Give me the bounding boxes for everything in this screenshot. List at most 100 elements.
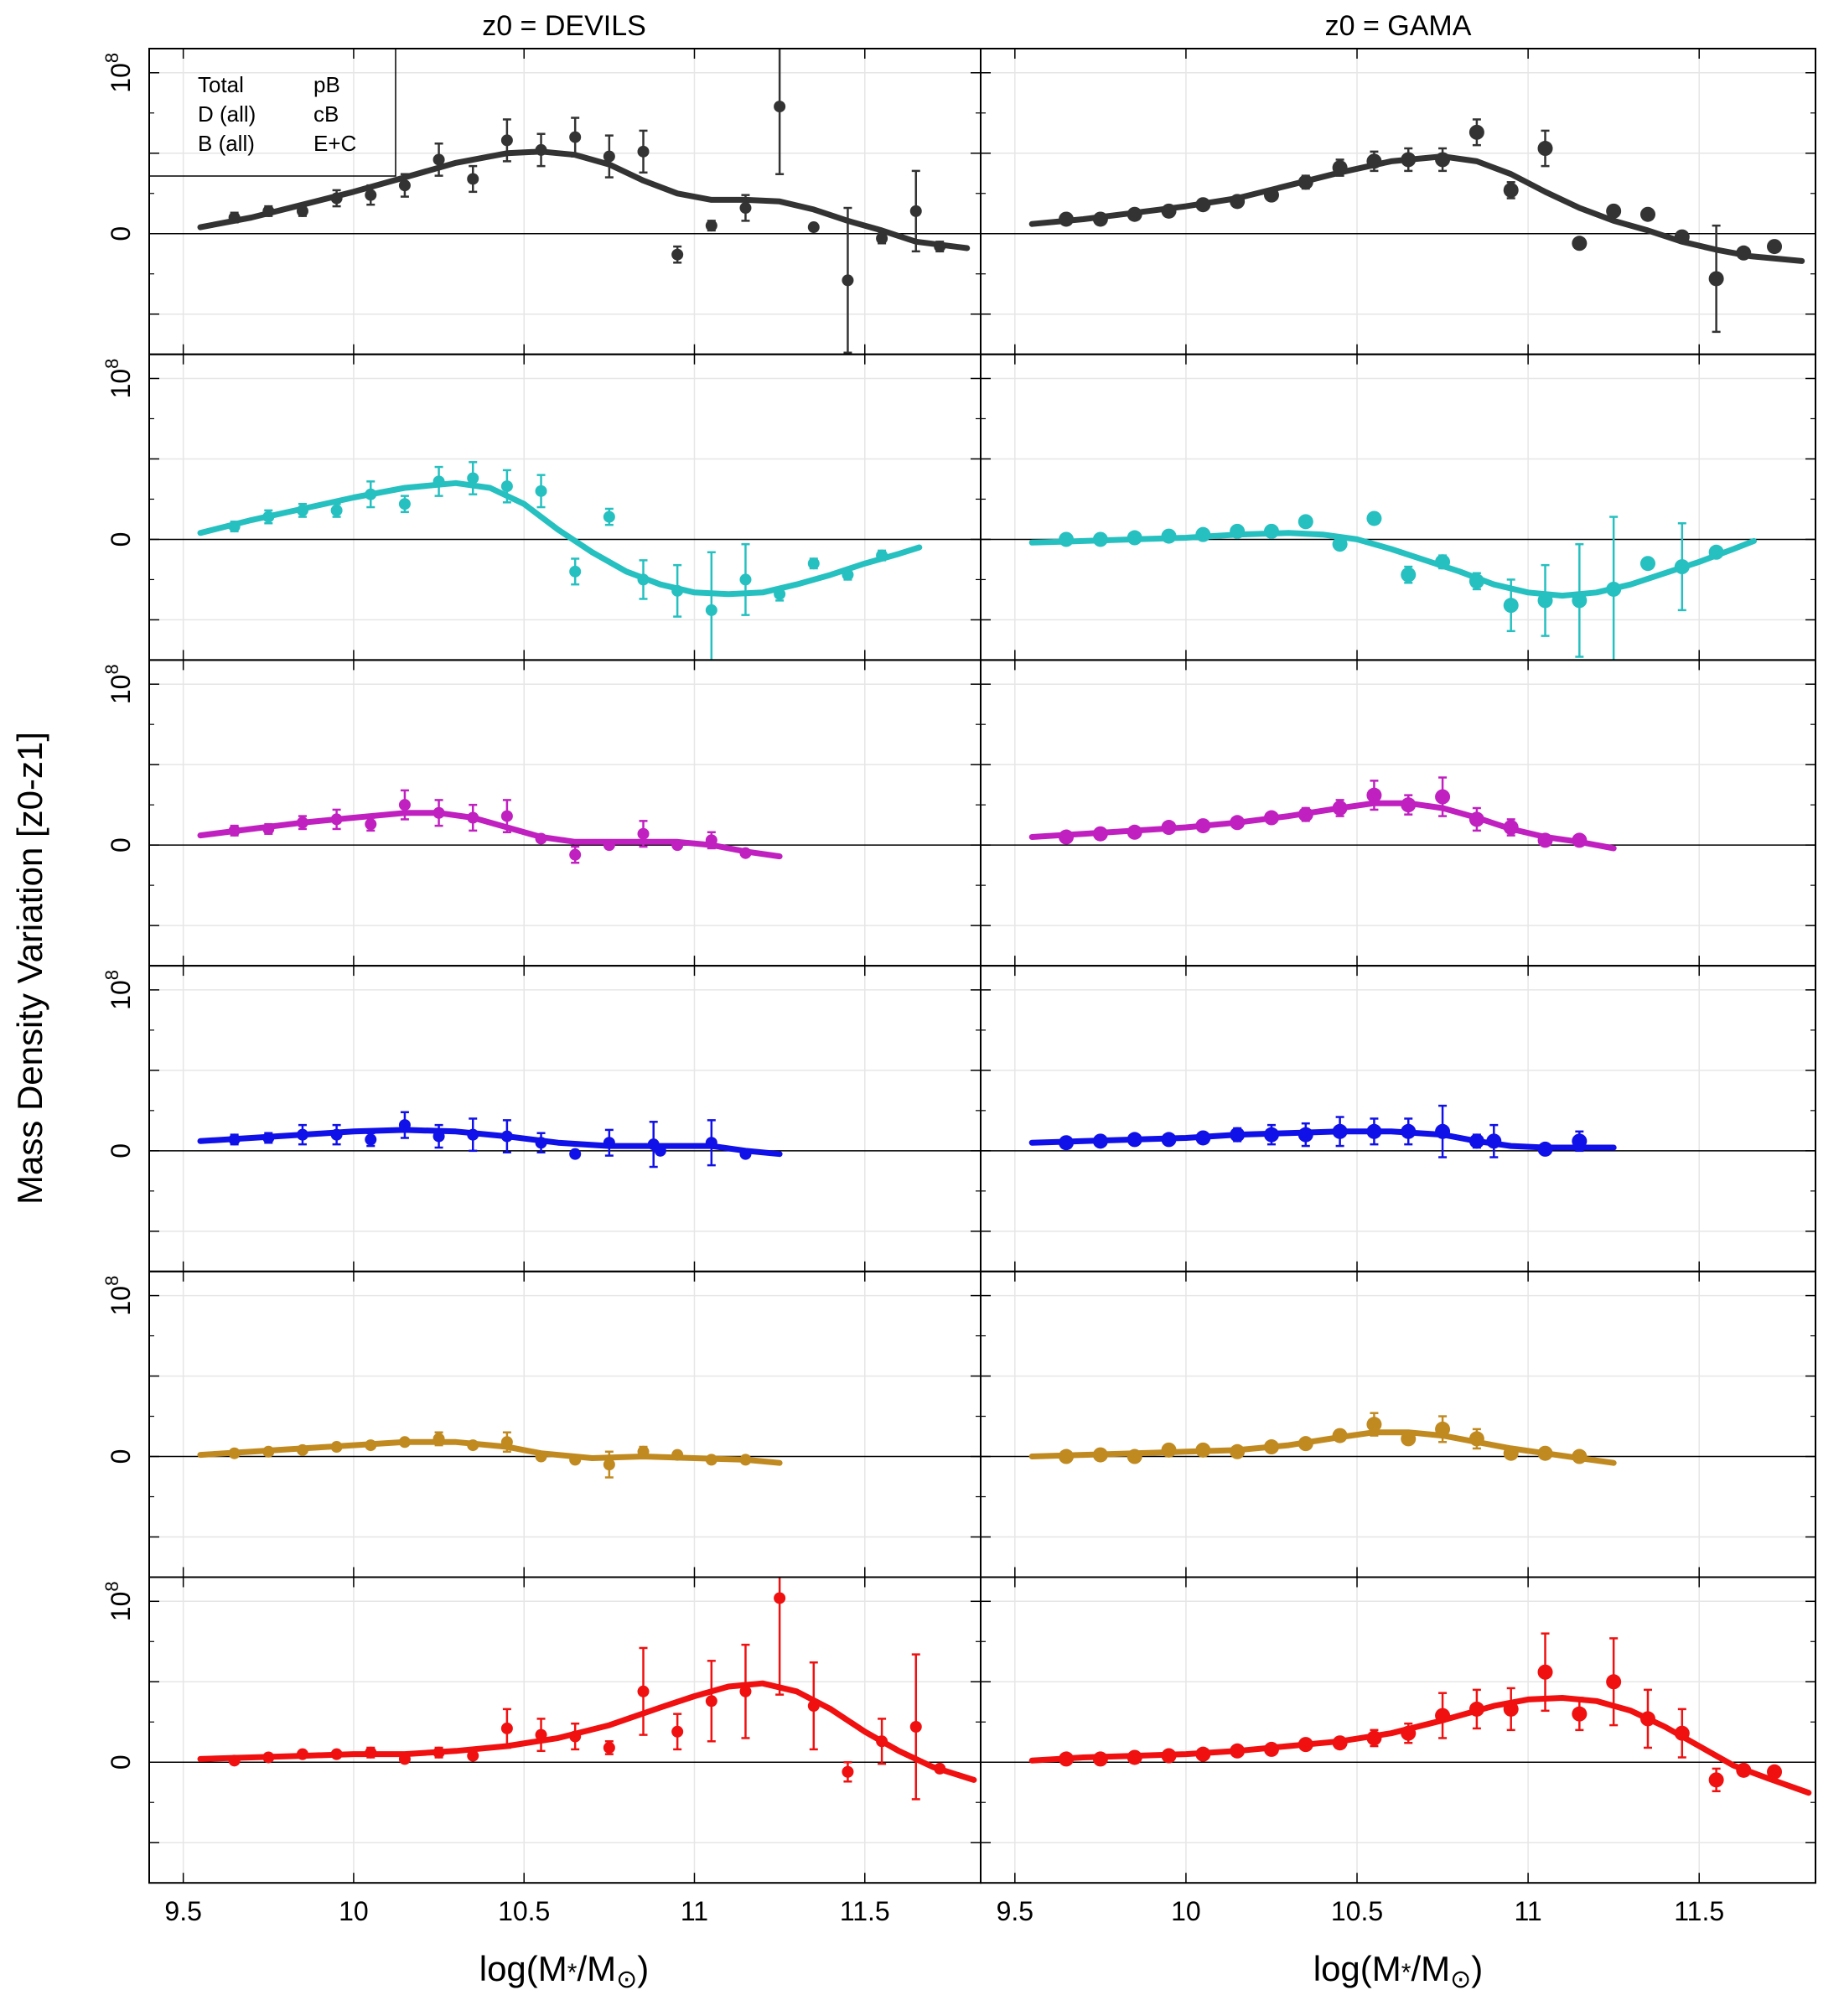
data-point-total <box>934 241 946 253</box>
data-point-b-all- <box>262 822 275 835</box>
data-point-e-c <box>1572 1706 1588 1722</box>
data-point-cb <box>296 1443 308 1456</box>
fit-curve-b-all- <box>1028 800 1617 852</box>
data-point-cb <box>1127 1449 1142 1464</box>
y-tick-label-zero: 0 <box>106 1449 136 1464</box>
panel-data <box>1028 118 1805 334</box>
legend: Total D (all) B (all) pB cB E+C <box>149 49 396 177</box>
panel-data <box>1028 776 1617 852</box>
data-point-total <box>1332 160 1348 176</box>
data-point-e-c <box>228 1754 241 1767</box>
panel-data <box>1028 510 1757 661</box>
data-point-d-all- <box>671 584 684 597</box>
data-point-cb <box>569 1454 582 1466</box>
data-point-total <box>433 153 445 166</box>
panel-data <box>197 1431 783 1479</box>
data-point-d-all- <box>1435 554 1451 570</box>
panel-devils-d-all-: 0 108 <box>101 353 982 661</box>
data-point-e-c <box>603 1741 615 1754</box>
data-point-b-all- <box>637 827 650 840</box>
x-tick-label: 10 <box>1171 1896 1201 1926</box>
data-point-total <box>296 205 308 217</box>
data-point-b-all- <box>671 839 684 852</box>
fit-curve-pb <box>1028 1128 1617 1151</box>
data-point-total <box>535 143 547 156</box>
fit-curve-cb <box>197 1438 783 1466</box>
panel-data <box>197 461 923 661</box>
data-point-total <box>603 150 615 163</box>
data-point-total <box>1161 203 1177 219</box>
data-point-e-c <box>774 1592 786 1604</box>
panel-frame <box>980 353 1816 661</box>
data-point-total <box>569 131 582 143</box>
panel-frame <box>980 1270 1816 1578</box>
legend-item-bulge: B (all) <box>198 131 255 156</box>
data-point-pb <box>739 1148 752 1160</box>
data-point-cb <box>1366 1417 1382 1433</box>
data-point-b-all- <box>1127 824 1142 840</box>
data-point-d-all- <box>365 488 377 500</box>
panel-devils-e-c: 0 108 <box>101 1576 982 1884</box>
data-point-b-all- <box>1503 820 1519 836</box>
x-tick-label: 10 <box>339 1896 369 1926</box>
x-tick-label: 11 <box>681 1896 708 1926</box>
data-point-pb <box>705 1137 717 1149</box>
data-point-e-c <box>705 1695 717 1708</box>
data-point-pb <box>330 1128 343 1141</box>
data-point-total <box>909 205 922 217</box>
data-point-b-all- <box>467 811 479 824</box>
data-point-e-c <box>365 1746 377 1759</box>
data-point-total <box>1263 187 1279 203</box>
data-point-total <box>807 221 820 234</box>
data-point-pb <box>535 1137 547 1149</box>
fit-curve-total <box>197 148 971 251</box>
data-point-total <box>1059 211 1075 227</box>
data-point-cb <box>671 1449 684 1461</box>
data-point-e-c <box>1468 1701 1484 1717</box>
legend-item-total: Total <box>198 72 244 97</box>
data-point-e-c <box>807 1700 820 1713</box>
data-point-total <box>398 179 411 192</box>
data-point-cb <box>705 1454 717 1466</box>
data-point-cb <box>603 1459 615 1471</box>
data-point-total <box>330 192 343 205</box>
data-point-e-c <box>1195 1746 1211 1762</box>
data-point-total <box>1537 141 1553 157</box>
data-point-e-c <box>934 1762 946 1775</box>
y-tick-label-zero: 0 <box>106 1143 136 1158</box>
data-point-cb <box>1468 1431 1484 1447</box>
data-point-pb <box>1401 1123 1417 1139</box>
y-tick-label-1e8: 108 <box>101 53 136 93</box>
data-point-b-all- <box>535 832 547 845</box>
data-point-cb <box>365 1439 377 1452</box>
data-point-cb <box>467 1439 479 1452</box>
fit-curve-e-c <box>197 1680 977 1783</box>
data-point-total <box>739 202 752 215</box>
x-tick-label: 9.5 <box>997 1896 1033 1926</box>
data-point-total <box>671 248 684 261</box>
data-point-d-all- <box>1298 514 1313 530</box>
x-tick-label: 9.5 <box>164 1896 201 1926</box>
data-point-b-all- <box>296 816 308 829</box>
panel-frame <box>980 1576 1816 1884</box>
panel-gama-e-c <box>980 1576 1816 1884</box>
data-point-cb <box>433 1433 445 1445</box>
data-point-total <box>876 232 888 245</box>
data-point-total <box>705 220 717 232</box>
x-axis-label-gama: log(M*/M⊙) <box>1313 1949 1484 1993</box>
panel-data <box>197 1577 977 1801</box>
data-point-cb <box>1401 1431 1417 1447</box>
data-point-pb <box>365 1133 377 1146</box>
x-tick-label: 11.5 <box>840 1896 890 1926</box>
data-point-total <box>365 189 377 201</box>
data-point-d-all- <box>774 588 786 600</box>
data-point-total <box>1674 229 1690 245</box>
fit-curve-d-all- <box>197 479 923 598</box>
y-tick-label-zero: 0 <box>106 1754 136 1770</box>
column-title-gama: z0 = GAMA <box>1325 10 1472 42</box>
data-point-b-all- <box>1195 818 1211 834</box>
data-point-d-all- <box>739 573 752 586</box>
y-tick-label-zero: 0 <box>106 532 136 547</box>
data-point-d-all- <box>535 485 547 497</box>
data-point-d-all- <box>569 565 582 578</box>
